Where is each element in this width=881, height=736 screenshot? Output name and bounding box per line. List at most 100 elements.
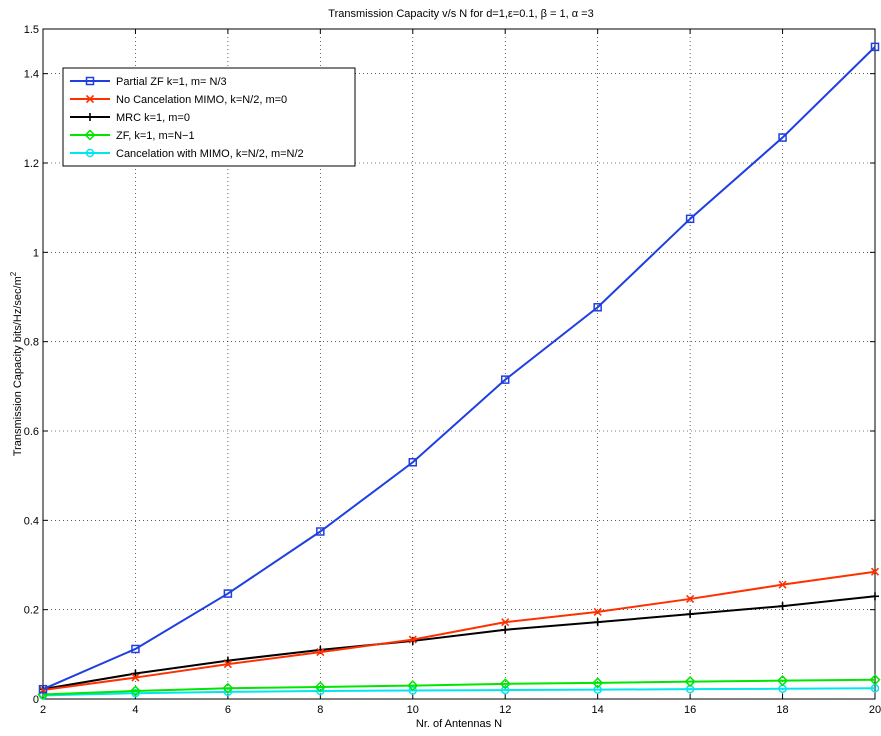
series-2-point [131,673,140,682]
series-2-point-stroke [501,618,510,627]
series-2-point-stroke [870,567,880,576]
series-1-point [500,375,510,384]
series-1-point [685,214,695,224]
x-tick-label: 18 [776,704,788,716]
series-5-point [593,685,602,694]
legend-item-4: ZF, k=1, m=N−1 [70,129,195,142]
series-2-point [593,607,602,616]
legend: Partial ZF k=1, m= N/3 No Cancelation MIM… [62,67,356,167]
series-3-line [42,595,876,691]
legend-marker [85,76,95,86]
series-2-point [870,567,880,576]
series-1-point [593,303,602,312]
legend-box [62,67,356,167]
series-2 [38,567,880,695]
series-1-point [408,458,418,467]
y-tick-label: 0.6 [24,426,39,438]
legend-marker [84,129,96,141]
series-2-point [501,618,510,627]
series-4-point [499,678,511,690]
series-1-point [38,684,48,694]
series-1-line [42,46,876,691]
series-2-point-stroke [408,635,417,644]
series [37,42,881,701]
series-4-line [42,678,876,696]
axis-ticks: 2 4 6 8 10 12 14 16 18 20 0 0.2 0.4 0.6 0.8 1 1.2 1.4 1.5 [24,24,881,716]
legend-marker-stroke [85,94,95,104]
series-4 [37,674,881,701]
series-3-point [131,669,140,678]
y-axis-label-main: Transmission Capacity bits/Hz/sec/m [12,276,24,456]
series-4-point [222,682,234,694]
series-2-point-stroke [778,580,787,589]
legend-marker [86,113,94,121]
series-3-point [501,625,510,634]
chart-title: Transmission Capacity v/s N for d=1,ε=0.… [328,8,593,20]
series-1 [38,42,880,694]
series-5-point [408,686,418,695]
plot-area [42,28,876,700]
legend-label: ZF, k=1, m=N−1 [116,130,195,142]
series-3-point [686,610,695,619]
y-tick-label: 1.5 [24,24,39,36]
x-tick-label: 4 [132,704,138,716]
y-tick-label: 0.2 [24,605,39,617]
x-tick-label: 12 [499,704,511,716]
series-1-point [223,589,233,598]
series-3-point [593,618,602,627]
y-tick-label: 0 [33,694,39,706]
x-tick-label: 6 [225,704,231,716]
series-3-point [871,592,879,601]
legend-item-3: MRC k=1, m=0 [70,112,190,124]
y-tick-label: 1 [33,247,39,259]
series-2-line [42,570,876,692]
series-4-point [592,677,604,689]
series-2-point [778,580,787,589]
x-tick-label: 14 [592,704,604,716]
series-2-point-stroke [593,607,602,616]
y-tick-label: 1.2 [24,158,39,170]
series-2-point [223,660,232,669]
series-2-point-stroke [316,648,325,657]
series-1-point [131,644,140,654]
y-axis-label-superscript: 2 [9,271,18,276]
y-tick-label: 1.4 [24,69,39,81]
series-2-point [686,594,695,604]
legend-marker [85,148,95,158]
x-tick-label: 8 [317,704,323,716]
y-tick-label: 0.4 [24,515,39,527]
series-1-point [778,133,787,142]
series-3-point [778,602,787,611]
series-4-point [129,685,142,697]
series-4-point [314,681,326,693]
legend-label: MRC k=1, m=0 [116,112,190,124]
x-tick-label: 20 [869,704,881,716]
series-2-point [316,648,325,657]
legend-marker [85,94,95,104]
series-5-point [131,688,140,698]
grid [43,29,875,699]
legend-item-5: Cancelation with MIMO, k=N/2, m=N/2 [70,148,304,160]
legend-label: No Cancelation MIMO, k=N/2, m=0 [116,94,287,106]
series-2-point-stroke [223,660,232,669]
y-tick-label: 0.8 [24,337,39,349]
series-1-point [316,527,325,536]
legend-item-2: No Cancelation MIMO, k=N/2, m=0 [70,94,287,106]
x-tick-label: 16 [684,704,696,716]
legend-item-1: Partial ZF k=1, m= N/3 [70,76,227,88]
y-axis-label: Transmission Capacity bits/Hz/sec/m2 [9,271,24,456]
series-4-point [684,676,696,688]
series-2-point-stroke [131,673,140,682]
x-axis-label: Nr. of Antennas N [416,718,502,730]
series-1-point [870,42,880,52]
series-4-point [407,680,419,692]
series-5-line [42,687,876,697]
legend-label: Cancelation with MIMO, k=N/2, m=N/2 [116,148,304,160]
x-tick-label: 10 [407,704,419,716]
series-4-point [776,675,789,687]
series-2-point [408,635,417,644]
x-tick-label: 2 [40,704,46,716]
series-2-point-stroke [686,594,695,604]
legend-label: Partial ZF k=1, m= N/3 [116,76,227,88]
